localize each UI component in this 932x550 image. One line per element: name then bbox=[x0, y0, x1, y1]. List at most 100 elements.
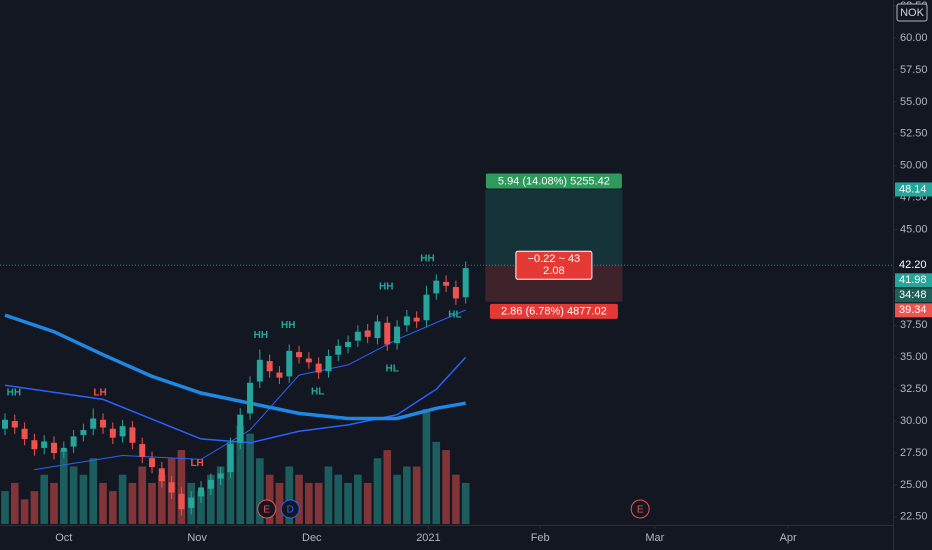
candle-body bbox=[21, 428, 28, 439]
volume-bar bbox=[452, 474, 460, 524]
candle-body bbox=[207, 479, 214, 489]
candle-body bbox=[266, 361, 273, 372]
y-tick-label: 37.50 bbox=[900, 319, 928, 331]
center-label: −0.22 ~ 43 bbox=[528, 253, 581, 265]
y-tick-label: 52.50 bbox=[900, 128, 928, 140]
volume-bar bbox=[285, 466, 294, 524]
candle-body bbox=[394, 326, 401, 344]
candle-body bbox=[70, 436, 77, 447]
x-tick-label: Apr bbox=[780, 532, 797, 544]
price-tag-label: 42.20 bbox=[899, 259, 927, 271]
y-tick-label: 50.00 bbox=[900, 160, 928, 172]
symbol-box[interactable] bbox=[896, 3, 928, 22]
volume-bar bbox=[314, 482, 323, 524]
x-tick-label: Nov bbox=[187, 532, 207, 544]
candle-body bbox=[139, 444, 146, 457]
y-tick-label: 35.00 bbox=[900, 351, 928, 363]
center-label: 2.08 bbox=[543, 265, 564, 277]
candle-body bbox=[305, 358, 312, 363]
event-label: D bbox=[287, 505, 294, 516]
candle-body bbox=[41, 441, 48, 448]
candle-body bbox=[384, 322, 391, 345]
target-label-box bbox=[485, 173, 622, 189]
volume-bar bbox=[177, 450, 186, 524]
volume-bar bbox=[412, 466, 421, 524]
volume-bar bbox=[324, 466, 333, 524]
y-tick-label: 60.00 bbox=[900, 32, 928, 44]
y-tick-label: 55.00 bbox=[900, 96, 928, 108]
volume-bar bbox=[50, 482, 58, 524]
candle-body bbox=[296, 352, 303, 358]
y-tick-label: 57.50 bbox=[900, 64, 928, 76]
candle-body bbox=[119, 426, 126, 437]
volume-bar bbox=[275, 482, 284, 524]
y-tick-label: 25.00 bbox=[900, 479, 928, 491]
volume-bar bbox=[344, 482, 352, 524]
candle-body bbox=[60, 447, 67, 452]
stop-label: 2.86 (6.78%) 4877.02 bbox=[501, 306, 607, 318]
x-tick-label: Feb bbox=[531, 532, 550, 544]
volume-bar bbox=[197, 491, 205, 524]
countdown: 34:48 bbox=[899, 289, 927, 301]
volume-bar bbox=[246, 433, 254, 524]
candle-body bbox=[462, 268, 469, 298]
volume-bar bbox=[1, 491, 9, 524]
candle-body bbox=[335, 345, 342, 355]
candle-body bbox=[256, 359, 263, 382]
volume-bar bbox=[216, 466, 225, 524]
event-marker[interactable] bbox=[630, 499, 650, 519]
target-label: 5.94 (14.08%) 5255.42 bbox=[498, 175, 610, 187]
candle-body bbox=[364, 330, 371, 337]
volume-bar bbox=[354, 474, 362, 524]
volume-bar bbox=[363, 482, 372, 524]
candle-body bbox=[109, 428, 116, 438]
volume-bar bbox=[393, 474, 401, 524]
candle-body bbox=[188, 497, 195, 508]
candle-body bbox=[178, 493, 185, 510]
candle-body bbox=[423, 294, 430, 321]
volume-bar bbox=[461, 482, 470, 524]
candle-body bbox=[443, 281, 450, 286]
volume-bar bbox=[30, 491, 39, 524]
volume-bar bbox=[158, 474, 166, 524]
candle-body bbox=[129, 427, 136, 443]
candle-body bbox=[403, 316, 410, 326]
center-label-box bbox=[515, 250, 593, 280]
x-tick-label: Mar bbox=[645, 532, 664, 544]
volume-bar bbox=[148, 482, 156, 524]
volume-bar bbox=[40, 474, 49, 524]
candle-body bbox=[374, 321, 381, 339]
candle-body bbox=[452, 287, 459, 299]
x-tick-label: Oct bbox=[55, 532, 72, 544]
candle-body bbox=[345, 341, 352, 348]
volume-bar bbox=[236, 425, 245, 524]
candle-body bbox=[168, 482, 175, 493]
volume-bar bbox=[422, 409, 431, 524]
event-marker[interactable] bbox=[280, 499, 300, 519]
volume-bar bbox=[138, 466, 147, 524]
pivot-label: HH bbox=[379, 282, 393, 293]
event-label: E bbox=[263, 505, 270, 516]
pivot-label: HL bbox=[385, 363, 398, 374]
volume-bar bbox=[226, 441, 235, 524]
y-tick-label: 30.00 bbox=[900, 415, 928, 427]
y-tick-label: 32.50 bbox=[900, 383, 928, 395]
volume-bar bbox=[99, 482, 107, 524]
stop-label-box bbox=[489, 303, 618, 319]
candle-body bbox=[198, 487, 205, 497]
volume-bar bbox=[20, 499, 29, 524]
volume-bar bbox=[334, 474, 343, 524]
pivot-label: HH bbox=[281, 320, 295, 331]
candle-body bbox=[247, 382, 254, 414]
candle-body bbox=[31, 440, 38, 450]
pivot-label: LH bbox=[93, 388, 106, 399]
volume-bar bbox=[265, 474, 274, 524]
price-tag bbox=[895, 258, 932, 273]
candle-body bbox=[325, 355, 332, 372]
candle-body bbox=[1, 419, 8, 429]
candle-body bbox=[100, 419, 107, 428]
event-marker[interactable] bbox=[257, 499, 277, 519]
candle-body bbox=[227, 444, 234, 473]
volume-bar bbox=[295, 474, 303, 524]
